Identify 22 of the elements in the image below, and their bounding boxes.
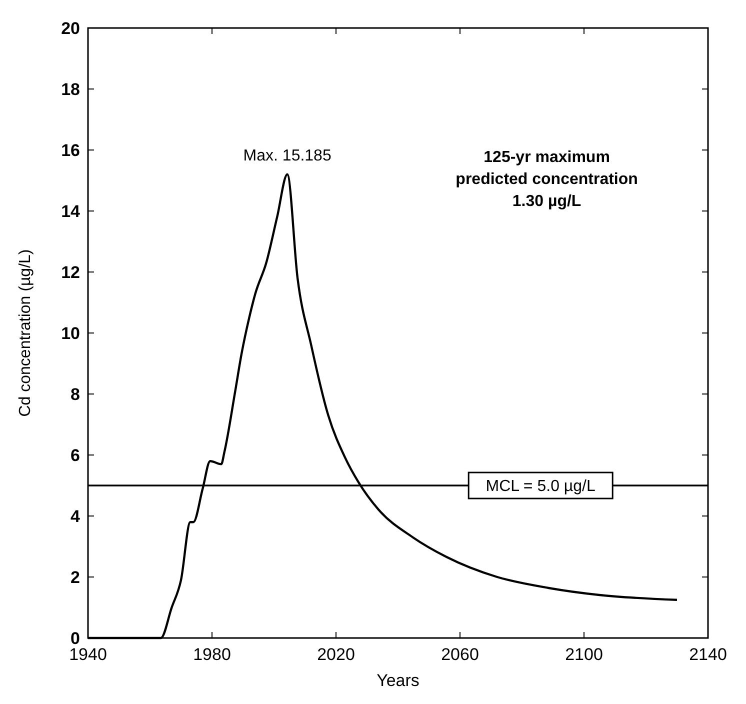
- y-tick-label: 6: [70, 446, 80, 465]
- annotation: 125-yr maximum predicted concentration 1.30 µg/L: [456, 149, 638, 210]
- annotation: Max. 15.185: [243, 147, 332, 164]
- ref-line-label: MCL = 5.0 µg/L: [486, 478, 596, 496]
- y-axis-title: Cd concentration (µg/L): [17, 249, 34, 417]
- y-tick-label: 18: [61, 80, 80, 99]
- x-tick-label: 1980: [193, 645, 231, 664]
- x-tick-label: 2100: [565, 645, 603, 664]
- y-tick-label: 20: [61, 18, 80, 38]
- y-tick-label: 4: [70, 506, 81, 526]
- x-tick-label: 2140: [689, 645, 727, 664]
- y-tick-label: 8: [70, 384, 80, 404]
- y-tick-label: 12: [61, 262, 80, 282]
- y-tick-label: 14: [61, 202, 81, 221]
- x-tick-label: 2020: [317, 645, 355, 664]
- x-tick-label: 2060: [441, 645, 479, 664]
- y-tick-label: 10: [61, 324, 80, 343]
- x-axis-title: Years: [376, 671, 420, 690]
- y-tick-label: 2: [70, 568, 80, 587]
- x-tick-label: 1940: [69, 645, 107, 664]
- y-tick-label: 16: [61, 140, 80, 160]
- y-tick-label: 0: [70, 628, 80, 648]
